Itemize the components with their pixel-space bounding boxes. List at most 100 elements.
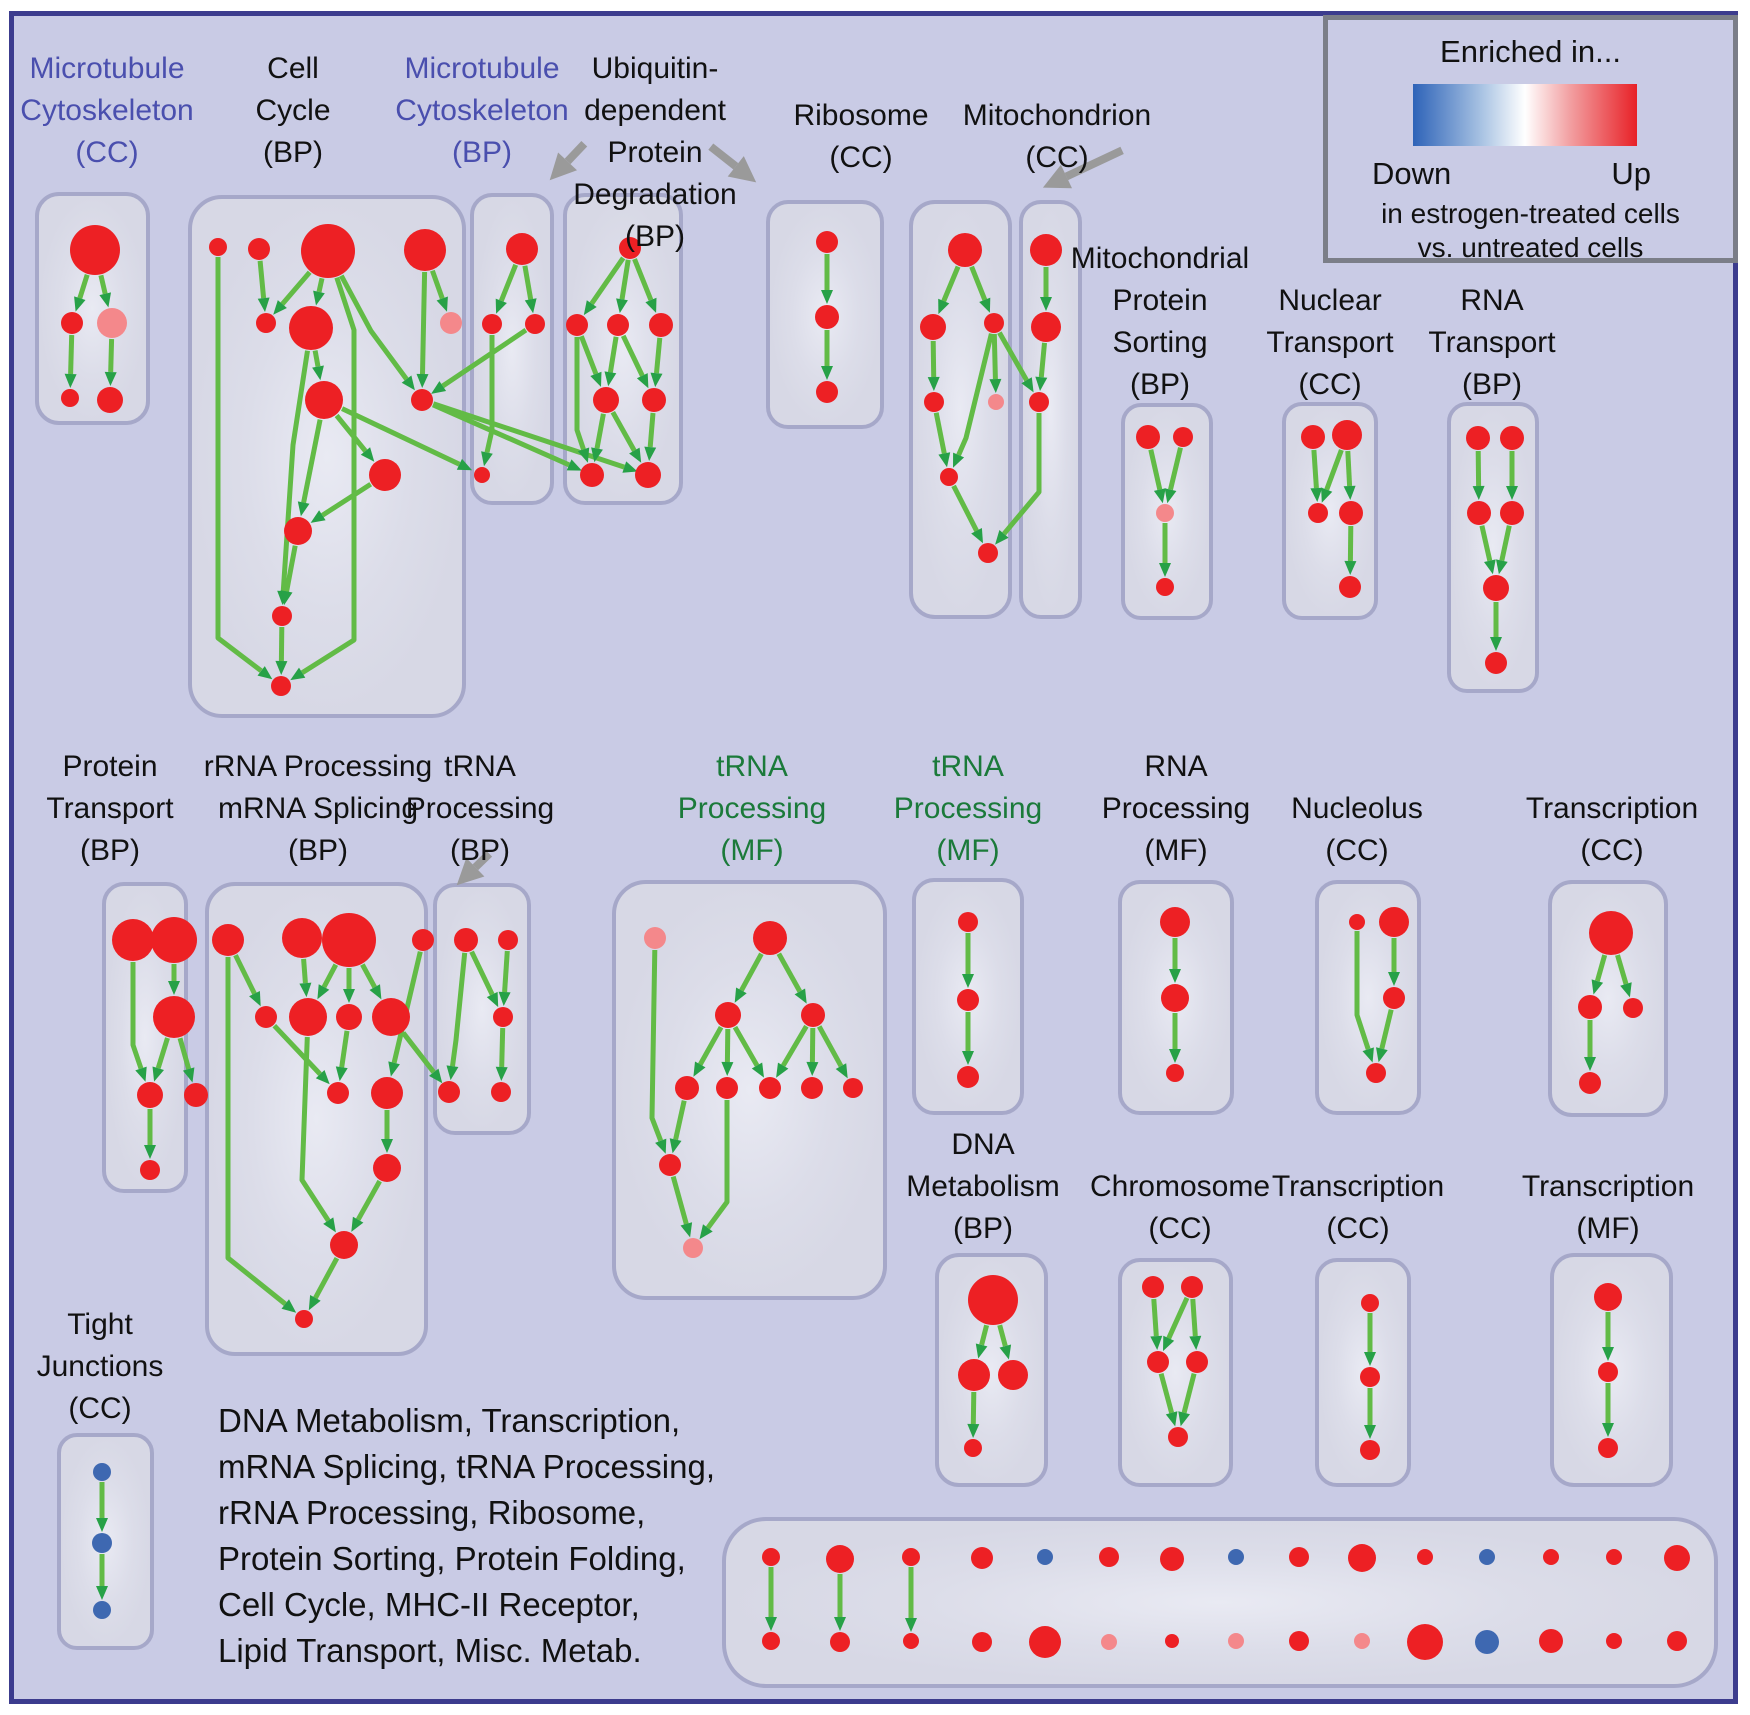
go-term-node bbox=[1366, 1063, 1386, 1083]
cluster-box-nuclear-transport-cc bbox=[1282, 402, 1378, 620]
go-term-node bbox=[1037, 1549, 1053, 1565]
go-term-node bbox=[411, 389, 433, 411]
go-term-node bbox=[1173, 427, 1193, 447]
cluster-box-mitochondrion-cc bbox=[1019, 200, 1082, 619]
go-term-node bbox=[1228, 1549, 1244, 1565]
go-term-node bbox=[1500, 426, 1524, 450]
go-term-node bbox=[940, 468, 958, 486]
go-term-node bbox=[438, 1081, 460, 1103]
go-term-node bbox=[93, 1463, 111, 1481]
go-term-node bbox=[644, 927, 666, 949]
go-term-node bbox=[1360, 1367, 1380, 1387]
go-term-node bbox=[971, 1547, 993, 1569]
legend-subtitle-line1: in estrogen-treated cells bbox=[1381, 198, 1680, 229]
go-term-node bbox=[1383, 987, 1405, 1009]
go-term-node bbox=[97, 387, 123, 413]
go-term-node bbox=[498, 930, 518, 950]
go-term-node bbox=[301, 224, 355, 278]
go-term-node bbox=[282, 918, 322, 958]
go-term-node bbox=[404, 229, 446, 271]
go-term-node bbox=[1030, 234, 1062, 266]
go-term-node bbox=[968, 1275, 1018, 1325]
go-term-node bbox=[1348, 1544, 1376, 1572]
go-term-node bbox=[1349, 914, 1365, 930]
go-term-node bbox=[759, 1077, 781, 1099]
legend-up-label: Up bbox=[1611, 156, 1651, 191]
go-term-node bbox=[753, 921, 787, 955]
go-term-node bbox=[762, 1632, 780, 1650]
go-term-node bbox=[1417, 1549, 1433, 1565]
go-term-node bbox=[642, 388, 666, 412]
go-term-node bbox=[1031, 312, 1061, 342]
go-term-node bbox=[958, 912, 978, 932]
go-term-node bbox=[1136, 425, 1160, 449]
misc-terms-line: Lipid Transport, Misc. Metab. bbox=[218, 1632, 642, 1669]
go-term-node bbox=[1161, 984, 1189, 1012]
go-term-node bbox=[649, 313, 673, 337]
go-term-node bbox=[1579, 1072, 1601, 1094]
go-term-node bbox=[1589, 911, 1633, 955]
go-term-node bbox=[1578, 995, 1602, 1019]
go-term-node bbox=[97, 308, 127, 338]
go-term-node bbox=[801, 1077, 823, 1099]
go-term-node bbox=[1598, 1438, 1618, 1458]
go-term-node bbox=[93, 1601, 111, 1619]
go-term-node bbox=[1539, 1629, 1563, 1653]
go-term-node bbox=[920, 314, 946, 340]
go-term-node bbox=[1466, 426, 1490, 450]
go-term-node bbox=[454, 928, 478, 952]
go-term-node bbox=[61, 312, 83, 334]
go-term-node bbox=[1165, 1634, 1179, 1648]
go-term-node bbox=[373, 1154, 401, 1182]
misc-terms-line: DNA Metabolism, Transcription, bbox=[218, 1402, 681, 1439]
go-term-node bbox=[998, 1360, 1028, 1390]
go-term-node bbox=[566, 314, 588, 336]
go-term-node bbox=[1664, 1545, 1690, 1571]
go-term-node bbox=[1160, 1547, 1184, 1571]
go-term-node bbox=[1339, 576, 1361, 598]
go-term-node bbox=[1407, 1624, 1443, 1660]
go-term-node bbox=[716, 1077, 738, 1099]
legend-axis-labels: Down Up bbox=[1328, 156, 1733, 192]
go-term-node bbox=[1332, 420, 1362, 450]
go-term-node bbox=[1339, 501, 1363, 525]
go-term-node bbox=[255, 1006, 277, 1028]
go-term-node bbox=[70, 225, 120, 275]
go-term-node bbox=[635, 462, 661, 488]
go-term-node bbox=[1142, 1276, 1164, 1298]
go-term-node bbox=[491, 1082, 511, 1102]
cluster-box-cell-cycle-bp bbox=[188, 195, 466, 718]
go-term-node bbox=[330, 1231, 358, 1259]
go-term-node bbox=[493, 1007, 513, 1027]
go-term-node bbox=[619, 237, 641, 259]
go-term-node bbox=[474, 467, 490, 483]
cluster-box-chromosome-cc bbox=[1118, 1258, 1233, 1487]
go-term-node bbox=[1156, 578, 1174, 596]
go-term-node bbox=[1181, 1276, 1203, 1298]
go-term-node bbox=[1289, 1631, 1309, 1651]
cluster-box-mixed-terms-bottom bbox=[722, 1517, 1718, 1688]
go-term-node bbox=[272, 606, 292, 626]
go-term-node bbox=[972, 1632, 992, 1652]
go-term-node bbox=[1500, 501, 1524, 525]
go-term-node bbox=[1483, 575, 1509, 601]
go-term-node bbox=[322, 913, 376, 967]
go-term-node bbox=[964, 1439, 982, 1457]
go-term-node bbox=[715, 1002, 741, 1028]
go-term-node bbox=[137, 1082, 163, 1108]
go-term-node bbox=[525, 314, 545, 334]
go-term-node bbox=[212, 924, 244, 956]
go-term-node bbox=[1623, 998, 1643, 1018]
go-term-node bbox=[289, 306, 333, 350]
go-term-node bbox=[1186, 1351, 1208, 1373]
go-term-node bbox=[289, 998, 327, 1036]
go-term-node bbox=[1485, 652, 1507, 674]
go-term-node bbox=[1029, 1626, 1061, 1658]
go-term-node bbox=[1606, 1549, 1622, 1565]
go-term-node bbox=[903, 1633, 919, 1649]
go-term-node bbox=[1147, 1351, 1169, 1373]
go-term-node bbox=[593, 387, 619, 413]
legend-subtitle-line2: vs. untreated cells bbox=[1417, 232, 1644, 263]
misc-terms-line: mRNA Splicing, tRNA Processing, bbox=[218, 1448, 716, 1485]
go-term-node bbox=[1467, 501, 1491, 525]
